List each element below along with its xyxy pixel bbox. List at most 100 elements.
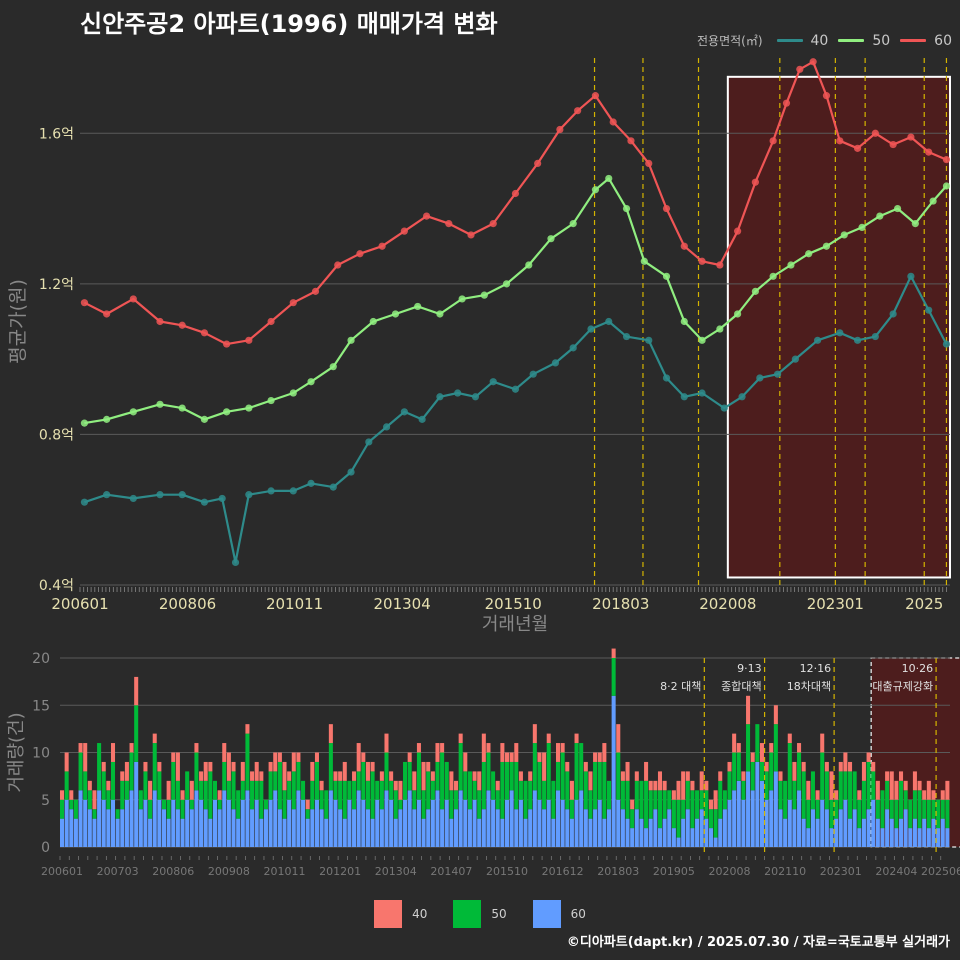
volume-bar-50: [481, 761, 486, 810]
volume-bar-60: [574, 799, 579, 847]
x-tick-label: 201304: [374, 595, 431, 613]
data-point-60: [751, 178, 759, 186]
volume-bar-60: [185, 799, 190, 847]
volume-bar-40: [426, 761, 431, 772]
volume-bar-50: [704, 790, 709, 819]
volume-bar-40: [83, 743, 88, 772]
volume-bar-60: [277, 809, 282, 847]
volume-bar-60: [458, 790, 463, 847]
volume-bar-50: [574, 743, 579, 800]
volume-bar-40: [180, 790, 185, 800]
volume-bar-60: [759, 780, 764, 847]
volume-bar-60: [384, 790, 389, 847]
volume-bar-60: [495, 809, 500, 847]
volume-bar-40: [588, 771, 593, 791]
volume-bar-40: [384, 733, 389, 753]
volume-bar-50: [583, 771, 588, 810]
data-point-50: [876, 212, 884, 220]
volume-bar-60: [769, 790, 774, 847]
data-point-50: [698, 336, 706, 344]
volume-bar-60: [778, 809, 783, 847]
legend-line-50: [838, 39, 865, 42]
volume-bar-60: [412, 809, 417, 847]
volume-bar-50: [259, 780, 264, 819]
volume-bar-50: [940, 799, 945, 819]
volume-bar-50: [199, 780, 204, 800]
data-point-60: [129, 295, 137, 303]
volume-x-tick-label: 202506: [921, 865, 960, 878]
volume-bar-50: [500, 761, 505, 819]
volume-x-tick-label: 200908: [208, 865, 250, 878]
volume-bar-60: [166, 818, 171, 847]
volume-bar-40: [171, 752, 176, 762]
volume-bar-50: [829, 799, 834, 829]
data-point-40: [80, 498, 89, 506]
volume-bar-50: [708, 809, 713, 829]
volume-bar-50: [732, 752, 737, 791]
y-tick-label: 1.6억: [39, 126, 74, 142]
volume-bar-40: [644, 761, 649, 781]
volume-bar-60: [268, 799, 273, 847]
volume-bar-60: [199, 799, 204, 847]
volume-bar-40: [287, 771, 292, 781]
x-tick-label: 202301: [807, 595, 864, 613]
volume-bar-50: [602, 761, 607, 819]
volume-bar-60: [342, 818, 347, 847]
volume-bar-40: [226, 752, 231, 781]
volume-bar-40: [152, 733, 157, 744]
volume-legend-item-60: 60: [532, 900, 586, 928]
data-point-50: [751, 287, 759, 295]
data-point-60: [680, 242, 688, 250]
policy-annotation-date: 12·16: [800, 662, 832, 675]
volume-bar-40: [741, 771, 746, 781]
data-point-40: [942, 340, 951, 348]
volume-bar-50: [356, 771, 361, 791]
volume-bar-40: [393, 780, 398, 791]
volume-bar-40: [199, 771, 204, 781]
volume-bar-50: [555, 761, 561, 791]
volume-bar-40: [699, 771, 704, 791]
volume-bar-50: [912, 790, 917, 819]
volume-bar-60: [852, 809, 857, 847]
data-point-60: [245, 336, 253, 344]
volume-bar-60: [588, 818, 593, 847]
volume-bar-40: [899, 771, 904, 781]
volume-bar-40: [597, 752, 602, 762]
volume-bar-50: [203, 780, 208, 810]
volume-bar-50: [945, 799, 950, 829]
volume-bar-60: [843, 799, 848, 847]
volume-bar-50: [273, 771, 278, 791]
volume-bar-60: [885, 809, 890, 847]
legend-title: 전용면적(㎡): [696, 34, 763, 48]
volume-bar-50: [124, 780, 129, 800]
volume-bar-60: [194, 790, 199, 847]
volume-bar-40: [277, 752, 282, 762]
volume-bar-60: [148, 818, 153, 847]
volume-bar-50: [551, 780, 556, 819]
data-point-40: [773, 370, 782, 378]
volume-bar-40: [940, 790, 945, 800]
data-point-50: [289, 389, 297, 397]
volume-bar-40: [648, 780, 653, 791]
volume-y-tick-label: 5: [41, 793, 50, 809]
volume-bar-50: [152, 743, 157, 791]
volume-bar-60: [685, 809, 690, 847]
volume-bar-50: [759, 761, 764, 781]
data-point-50: [662, 272, 671, 280]
volume-x-tick-label: 200601: [41, 865, 83, 878]
data-point-40: [489, 378, 497, 386]
volume-bar-50: [69, 799, 74, 810]
volume-bar-50: [505, 761, 510, 800]
volume-bar-40: [931, 790, 936, 800]
volume-bar-40: [797, 743, 802, 753]
volume-bar-50: [667, 790, 672, 810]
data-point-60: [267, 317, 275, 326]
volume-bar-60: [741, 799, 746, 847]
data-point-60: [489, 220, 497, 228]
volume-bar-60: [718, 818, 723, 847]
volume-bar-40: [310, 761, 315, 781]
data-point-40: [307, 479, 315, 487]
volume-bar-40: [750, 752, 755, 762]
volume-bar-40: [718, 771, 723, 781]
volume-bar-60: [593, 809, 598, 847]
